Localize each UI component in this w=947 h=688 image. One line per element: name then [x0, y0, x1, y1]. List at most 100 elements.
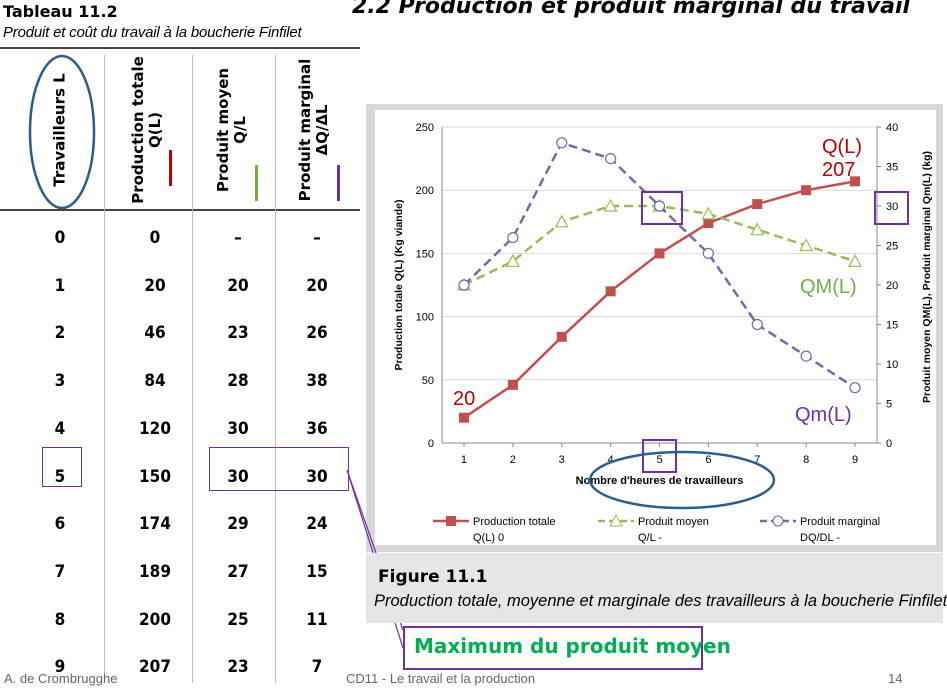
y-left-tick-label: 200 — [416, 185, 434, 197]
legend-marker — [446, 516, 456, 526]
table-cell: 15 — [306, 561, 328, 582]
legend-label: Production totale — [473, 516, 556, 528]
data-point-circle — [507, 232, 519, 244]
table-cell: 27 — [227, 561, 249, 582]
table-header-rule — [0, 209, 360, 211]
table-cell: 38 — [306, 371, 328, 392]
data-point-square — [703, 218, 714, 229]
y-right-tick-label: 30 — [886, 201, 898, 213]
data-point-circle — [653, 200, 666, 212]
table-cell: 23 — [227, 323, 249, 344]
x-label-oval — [588, 450, 776, 510]
table-cell: 2 — [54, 323, 66, 344]
highlight-box-right-30 — [874, 191, 909, 225]
table-cell: 174 — [139, 514, 171, 535]
table-cell: – — [234, 228, 242, 248]
travailleurs-oval — [28, 54, 96, 210]
table-cell: 0 — [54, 228, 66, 248]
y-right-tick-label: 10 — [886, 359, 898, 371]
data-point-triangle — [603, 198, 618, 212]
y-right-tick-label: 40 — [886, 122, 898, 134]
x-tick-label: 8 — [803, 454, 809, 466]
table-cell: 26 — [306, 323, 328, 344]
data-point-circle — [458, 279, 470, 291]
table-cell: 3 — [54, 371, 66, 392]
y-left-tick-label: 150 — [416, 248, 434, 260]
data-point-triangle — [750, 222, 765, 236]
table-cell: 9 — [54, 657, 66, 678]
data-point-square — [850, 176, 861, 187]
table-cell: 200 — [139, 609, 171, 630]
annotation-20: 20 — [453, 388, 475, 410]
x-tick-label: 3 — [559, 454, 565, 466]
y-right-tick-label: 20 — [886, 280, 898, 292]
annotation-QL: Q(L) — [822, 136, 862, 158]
figure-caption: Production totale, moyenne et marginale … — [374, 592, 947, 610]
table-cell: 20 — [227, 275, 249, 296]
highlight-box-max — [641, 191, 683, 225]
table-cell: 150 — [139, 466, 171, 487]
series-line-2 — [463, 141, 856, 389]
table-cell: 207 — [139, 657, 171, 678]
table-cell: 24 — [306, 514, 328, 535]
callout-label: Maximum du produit moyen — [414, 634, 731, 658]
y-right-tick-label: 5 — [886, 399, 892, 411]
table-cell: – — [313, 228, 321, 248]
data-point-circle — [800, 350, 812, 362]
highlight-box-row5 — [209, 447, 349, 491]
data-point-square — [752, 199, 763, 210]
x-tick-label: 7 — [754, 454, 760, 466]
data-point-triangle — [847, 254, 863, 267]
legend-label-2: Q(L) 0 — [473, 532, 504, 544]
data-point-triangle — [799, 238, 814, 252]
data-point-square — [654, 248, 665, 259]
x-tick-label: 4 — [608, 454, 614, 466]
x-tick-label: 6 — [705, 454, 711, 466]
table-cell: 4 — [54, 418, 66, 439]
y-right-tick-label: 0 — [886, 438, 892, 450]
y-right-tick-label: 35 — [886, 162, 898, 174]
data-point-triangle — [505, 254, 520, 267]
legend-label-2: DQ/DL - — [800, 532, 840, 544]
data-point-circle — [556, 137, 568, 149]
y-left-tick-label: 250 — [416, 122, 434, 134]
x-tick-label: 5 — [656, 454, 662, 466]
table-cell: 120 — [139, 418, 171, 439]
table-cell: 30 — [306, 466, 328, 487]
data-point-circle — [702, 247, 714, 259]
table-divider — [104, 55, 105, 683]
annotation-207: 207 — [822, 159, 855, 181]
table-cell: 23 — [227, 657, 249, 678]
annotation-QmL: Qm(L) — [795, 404, 852, 426]
figure-title: Figure 11.1 — [378, 567, 488, 587]
marginal-color-key — [337, 165, 340, 201]
x-tick-label: 1 — [461, 454, 467, 466]
highlight-box-x5 — [642, 439, 677, 473]
table-cell: 189 — [139, 561, 171, 582]
moyen-color-key — [255, 165, 258, 201]
table-top-rule — [0, 47, 360, 49]
table-cell: 5 — [54, 466, 66, 487]
callout-box — [403, 626, 703, 670]
table-cell: 20 — [306, 275, 328, 296]
table-cell: 30 — [227, 418, 249, 439]
table-cell: 0 — [149, 228, 161, 248]
table-title: Tableau 11.2 — [3, 2, 118, 21]
production-color-key — [169, 150, 172, 186]
data-point-square — [458, 412, 469, 423]
y-left-tick-label: 100 — [416, 312, 434, 324]
table-cell: 46 — [144, 323, 166, 344]
annotation-QML: QM(L) — [800, 276, 857, 298]
y-left-tick-label: 0 — [428, 438, 434, 450]
footer-author: A. de Crombrugghe — [4, 671, 118, 686]
data-point-triangle — [554, 214, 569, 228]
data-point-circle — [751, 318, 763, 331]
table-cell: 30 — [227, 466, 249, 487]
legend-marker — [609, 513, 623, 527]
x-axis-label: Nombre d'heures de travailleurs — [576, 475, 744, 487]
y-left-axis-label: Production totale Q(L) (Kg viande) — [393, 200, 405, 371]
data-point-square — [605, 286, 616, 297]
table-divider — [275, 55, 276, 683]
y-left-tick-label: 50 — [422, 375, 434, 387]
